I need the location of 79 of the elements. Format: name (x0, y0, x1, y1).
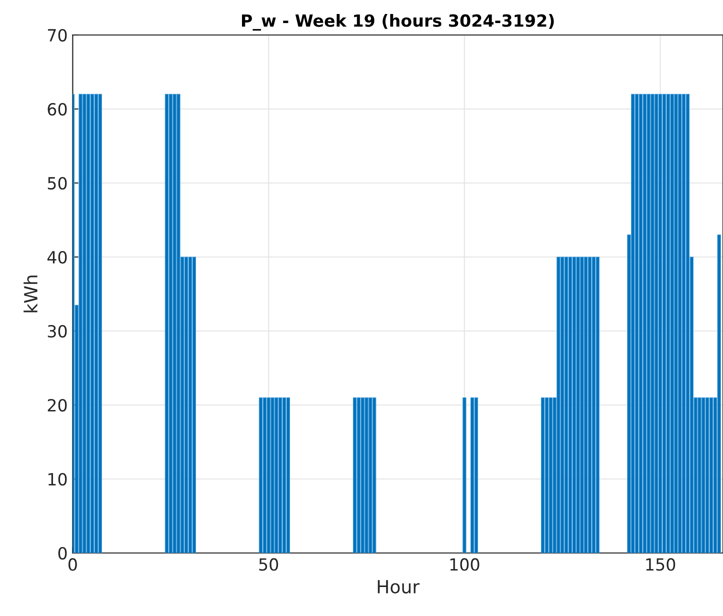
x-tick-label: 0 (68, 558, 77, 571)
y-axis-title: kWh (24, 276, 38, 312)
bar (698, 397, 702, 553)
bar (286, 397, 290, 553)
y-tick-label: 10 (48, 472, 67, 486)
bar (266, 397, 270, 553)
bar (568, 256, 572, 553)
bar (172, 94, 176, 553)
bar (86, 94, 90, 553)
bar (596, 256, 600, 553)
bar (78, 94, 82, 553)
bar (709, 397, 714, 553)
bar (572, 256, 576, 553)
bar (548, 397, 552, 553)
bar (650, 94, 654, 553)
y-tick-label: 70 (48, 28, 67, 42)
bar (94, 94, 98, 553)
bar (364, 397, 368, 553)
bar (262, 397, 267, 553)
bar (592, 256, 596, 553)
y-tick-label: 50 (48, 176, 67, 190)
bar (544, 397, 549, 553)
bar (164, 94, 169, 553)
x-tick-label: 50 (259, 558, 278, 571)
bar (188, 256, 192, 553)
x-tick-label: 100 (450, 558, 480, 571)
bar (360, 397, 364, 553)
bar (278, 397, 282, 553)
bar (474, 397, 478, 553)
bar (705, 397, 710, 553)
bar (462, 397, 466, 553)
y-tick-label: 0 (58, 546, 67, 560)
bar (646, 94, 650, 553)
bar (90, 94, 94, 553)
y-tick-label: 40 (47, 250, 67, 264)
bar (176, 94, 180, 553)
bar (352, 397, 357, 553)
bar (576, 256, 580, 553)
bar (674, 94, 678, 553)
bar (82, 94, 86, 553)
bar (658, 94, 662, 553)
bar (670, 94, 674, 553)
bar (717, 234, 721, 553)
bar (192, 256, 196, 553)
chart-title: P_w - Week 19 (hours 3024-3192) (242, 14, 554, 31)
y-tick-label: 30 (48, 324, 67, 338)
bar (682, 94, 686, 553)
bar (356, 397, 361, 553)
y-tick-label: 60 (48, 102, 67, 116)
x-tick-label: 150 (646, 558, 676, 571)
y-tick-label: 20 (48, 398, 67, 412)
bar (98, 94, 102, 553)
bar (560, 256, 564, 553)
bar (666, 94, 670, 553)
bar (368, 397, 372, 553)
bar (638, 94, 643, 553)
bar (642, 94, 646, 553)
bar (274, 397, 278, 553)
bar (654, 94, 658, 553)
bar (584, 256, 588, 553)
bar (282, 397, 286, 553)
bar (184, 256, 188, 553)
bar (662, 94, 666, 553)
bar (686, 94, 690, 553)
bar (556, 256, 560, 553)
bar (588, 256, 592, 553)
bar (702, 397, 706, 553)
bar (634, 94, 639, 553)
bar (678, 94, 682, 553)
x-axis-title: Hour (378, 580, 420, 594)
bar (580, 256, 584, 553)
bar (470, 397, 474, 553)
bar (372, 397, 376, 553)
bar (540, 397, 545, 553)
bar (168, 94, 172, 553)
bar (258, 397, 263, 553)
bar (631, 94, 635, 553)
bar (564, 256, 568, 553)
bar (270, 397, 274, 553)
